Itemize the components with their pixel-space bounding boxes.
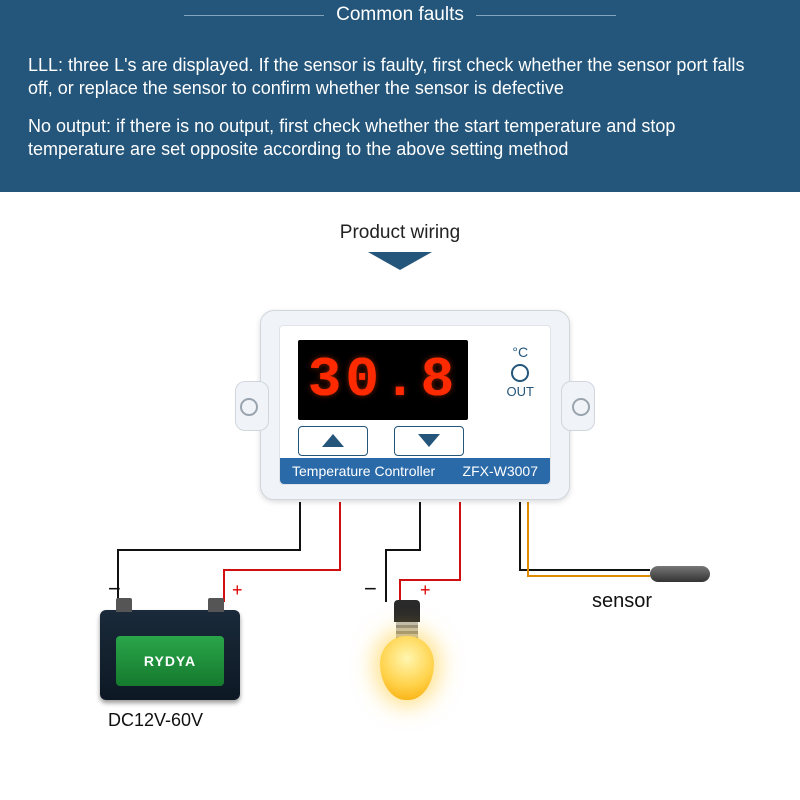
battery-terminal-negative <box>116 598 132 612</box>
mount-lug-left <box>235 381 269 431</box>
svg-text:+: + <box>232 580 243 600</box>
light-bulb <box>380 600 434 700</box>
battery-terminal-positive <box>208 598 224 612</box>
out-label: OUT <box>507 384 534 399</box>
header-line-right <box>476 15 616 16</box>
out-indicator: °C OUT <box>507 344 534 399</box>
common-faults-panel: Common faults LLL: three L's are display… <box>0 0 800 192</box>
battery-brand: RYDYA <box>116 636 224 686</box>
bulb-glass-icon <box>380 636 434 700</box>
battery: RYDYA <box>100 610 240 700</box>
wiring-section: Product wiring − + − + <box>0 192 800 770</box>
controller-face: 30.8 °C OUT Temperature Controller <box>279 325 551 485</box>
header-line-left <box>184 15 324 16</box>
faults-header: Common faults <box>28 0 772 40</box>
svg-text:−: − <box>108 576 121 601</box>
svg-text:−: − <box>364 576 377 601</box>
arrow-down-icon <box>368 252 432 270</box>
up-button[interactable] <box>298 426 368 456</box>
faults-title: Common faults <box>336 4 464 26</box>
fault-item: LLL: three L's are displayed. If the sen… <box>28 54 772 101</box>
triangle-down-icon <box>418 434 440 447</box>
out-led-icon <box>511 364 529 382</box>
triangle-up-icon <box>322 434 344 447</box>
unit-celsius: °C <box>507 344 534 360</box>
svg-text:+: + <box>420 580 431 600</box>
battery-voltage-label: DC12V-60V <box>108 710 203 731</box>
bulb-socket-icon <box>394 600 420 622</box>
controller-name: Temperature Controller <box>292 463 435 479</box>
wiring-diagram: − + − + 30.8 °C OUT <box>0 270 800 770</box>
sensor-tip-icon <box>650 566 710 582</box>
sensor-label: sensor <box>592 590 652 613</box>
controller-strip: Temperature Controller ZFX-W3007 <box>280 458 550 484</box>
led-display: 30.8 <box>298 340 468 420</box>
controller-model: ZFX-W3007 <box>463 463 538 479</box>
wiring-title: Product wiring <box>0 222 800 244</box>
mount-lug-right <box>561 381 595 431</box>
display-value: 30.8 <box>308 348 458 412</box>
fault-item: No output: if there is no output, first … <box>28 115 772 162</box>
down-button[interactable] <box>394 426 464 456</box>
temperature-controller: 30.8 °C OUT Temperature Controller <box>260 310 570 500</box>
